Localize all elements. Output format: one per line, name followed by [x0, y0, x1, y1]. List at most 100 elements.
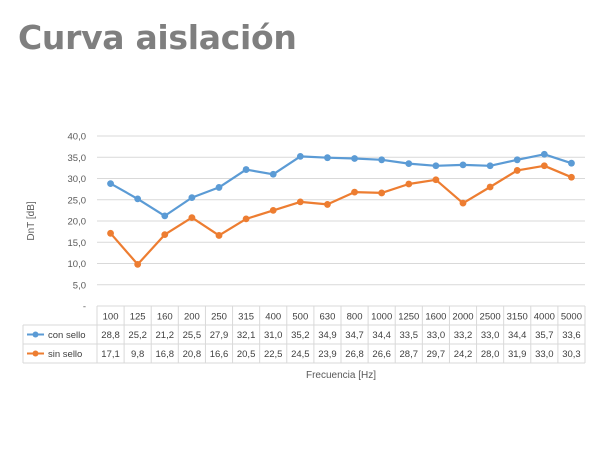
data-point [242, 215, 250, 223]
x-category-label: 160 [157, 312, 173, 323]
data-value-label: 23,9 [318, 349, 337, 360]
data-point [459, 199, 467, 207]
data-value-label: 33,0 [535, 349, 554, 360]
data-point [161, 231, 169, 239]
x-category-label: 5000 [561, 312, 582, 323]
x-category-label: 3150 [507, 312, 528, 323]
series-line [109, 164, 572, 266]
y-tick-label: 5,0 [73, 280, 86, 291]
data-value-label: 35,2 [291, 330, 310, 341]
y-tick-label: 25,0 [68, 195, 87, 206]
data-point [324, 154, 331, 162]
data-point [269, 170, 277, 178]
series-line [110, 153, 572, 217]
x-category-label: 500 [292, 312, 308, 323]
x-category-label: 315 [238, 312, 254, 323]
legend-key-marker [32, 350, 39, 357]
data-value-label: 20,8 [183, 349, 202, 360]
legend-series-name: con sello [48, 330, 86, 341]
data-point [296, 153, 304, 160]
data-value-label: 20,5 [237, 349, 256, 360]
legend-key-marker [32, 331, 39, 338]
data-value-label: 30,3 [562, 349, 581, 360]
data-value-label: 33,0 [481, 330, 500, 341]
y-tick-label: 40,0 [68, 132, 87, 143]
data-value-label: 35,7 [535, 330, 554, 341]
data-point [405, 160, 413, 168]
data-point [405, 180, 413, 188]
data-point [486, 162, 494, 170]
data-point [351, 155, 358, 162]
x-category-label: 1000 [371, 312, 392, 323]
data-point [134, 260, 142, 268]
data-value-label: 21,2 [156, 330, 175, 341]
y-axis-title: DnT [dB] [26, 201, 37, 240]
data-value-label: 31,9 [508, 349, 527, 360]
data-point [188, 214, 196, 222]
data-point [568, 159, 575, 167]
data-point [378, 156, 386, 164]
x-category-label: 250 [211, 312, 227, 323]
data-value-label: 17,1 [101, 349, 120, 360]
data-point [296, 198, 304, 206]
legend-series-name: sin sello [48, 349, 82, 360]
data-value-label: 28,7 [400, 349, 419, 360]
data-point [432, 162, 440, 170]
x-category-label: 1600 [425, 312, 446, 323]
x-axis-title: Frecuencia [Hz] [306, 370, 376, 381]
x-category-label: 4000 [534, 312, 555, 323]
y-axis-ticks: - 5,0 10,0 15,0 20,0 25,0 30,0 35,0 40,0 [68, 132, 87, 313]
x-category-label: 125 [130, 312, 146, 323]
data-value-label: 28,8 [101, 330, 120, 341]
x-category-label: 1250 [398, 312, 419, 323]
data-value-label: 28,0 [481, 349, 500, 360]
x-category-label: 800 [347, 312, 363, 323]
x-category-label: 100 [103, 312, 119, 323]
data-point [513, 167, 521, 174]
data-value-label: 33,5 [400, 330, 419, 341]
data-point [432, 176, 440, 184]
x-category-label: 400 [265, 312, 281, 323]
data-point [513, 156, 521, 164]
data-value-label: 25,2 [128, 330, 147, 341]
data-point [378, 189, 386, 197]
x-category-label: 200 [184, 312, 200, 323]
data-point [188, 194, 196, 202]
data-point [134, 195, 142, 203]
y-tick-label: 20,0 [68, 217, 87, 228]
series-layer [107, 150, 575, 268]
page-title: Curva aislación [18, 18, 297, 57]
data-value-label: 34,4 [372, 330, 391, 341]
y-tick-label: - [83, 302, 86, 313]
data-value-label: 16,8 [156, 349, 175, 360]
data-value-label: 31,0 [264, 330, 283, 341]
data-value-label: 24,2 [454, 349, 473, 360]
data-value-label: 33,2 [454, 330, 473, 341]
data-point [107, 180, 114, 188]
data-value-label: 25,5 [183, 330, 202, 341]
data-point [540, 162, 548, 170]
data-point [486, 183, 494, 191]
data-value-label: 26,8 [345, 349, 364, 360]
data-point [161, 212, 169, 220]
data-value-label: 24,5 [291, 349, 310, 360]
x-category-label: 2000 [452, 312, 473, 323]
x-category-label: 630 [320, 312, 336, 323]
data-point [540, 150, 548, 158]
data-point [351, 188, 358, 196]
data-value-label: 34,4 [508, 330, 527, 341]
data-value-label: 16,6 [210, 349, 229, 360]
y-tick-label: 10,0 [68, 259, 87, 270]
data-point [242, 166, 250, 173]
y-tick-label: 30,0 [68, 174, 87, 185]
data-value-label: 29,7 [427, 349, 446, 360]
grid-layer [97, 135, 585, 286]
data-value-label: 32,1 [237, 330, 256, 341]
data-point [568, 173, 575, 181]
data-point [324, 201, 331, 208]
data-value-label: 33,6 [562, 330, 581, 341]
data-table: 100 125 160 200 250 315 400 500 630 800 1000 1250 16… [22, 305, 586, 364]
data-value-label: 34,9 [318, 330, 337, 341]
data-point [215, 184, 223, 191]
